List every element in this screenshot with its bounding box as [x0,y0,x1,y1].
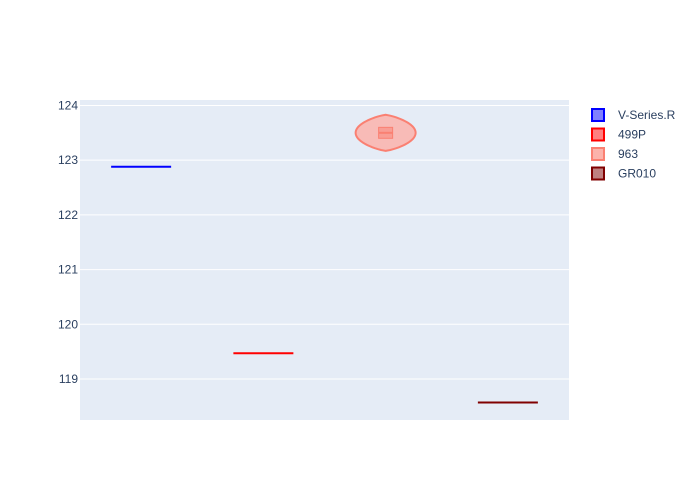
y-axis-ticks: 119 120 121 122 123 124 [58,98,78,386]
y-tick-label: 120 [58,317,78,331]
violins [111,113,538,404]
legend-item[interactable]: GR010 [591,166,656,181]
legend-swatch [591,166,605,181]
legend-swatch [591,127,605,142]
legend-item[interactable]: 499P [591,127,646,142]
y-tick-label: 124 [58,98,78,112]
legend-label: 963 [618,147,638,161]
y-tick-label: 121 [58,263,78,277]
y-tick-label: 123 [58,153,78,167]
legend-swatch [591,147,605,161]
plot-background [80,100,569,420]
legend-label: 499P [618,128,646,142]
violin-963 [354,113,417,152]
y-tick-label: 119 [59,372,78,386]
y-tick-label: 122 [58,208,78,222]
gridlines [80,104,569,380]
legend-item[interactable]: V-Series.R [591,108,676,122]
legend-swatch [591,108,605,122]
legend-label: V-Series.R [618,108,676,122]
legend-item[interactable]: 963 [591,147,638,161]
legend[interactable]: V-Series.R 499P 963 GR010 [591,108,676,181]
legend-label: GR010 [618,167,656,181]
